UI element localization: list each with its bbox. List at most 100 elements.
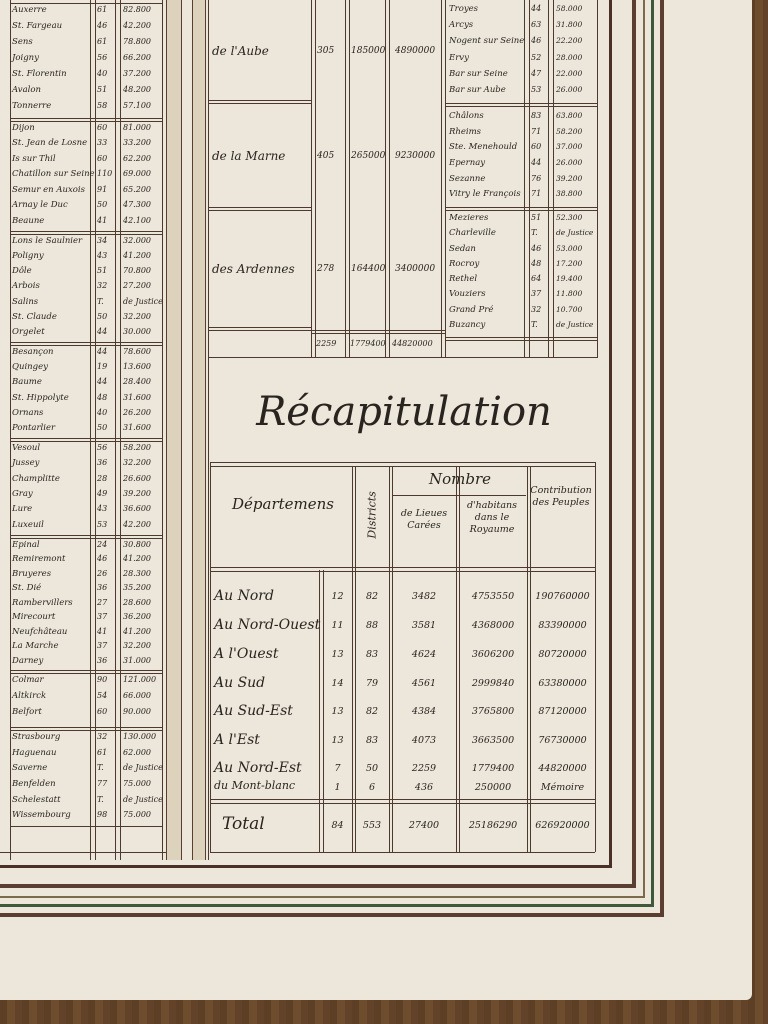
recap-habitans: 1779400 [471,763,515,774]
town-name: Avalon [12,85,41,95]
mid-bottom-rule [208,357,598,358]
border-ochre [0,0,645,898]
right-group-rule [445,106,597,107]
town-districts: 51 [97,266,108,276]
recap-lieues: 3482 [411,591,437,602]
recap-districts: 82 [365,706,379,717]
recap-total-districts: 553 [362,820,382,831]
town-districts: 43 [97,251,108,261]
town-districts: 40 [97,407,108,417]
town-population: 75.000 [123,779,151,788]
town-population: 26.000 [556,84,583,94]
group-rule [10,118,162,119]
town-population: 19.400 [556,274,583,283]
department-population: 265000 [351,150,386,161]
recap-habitans: 3663500 [471,735,515,746]
town-population: 30.000 [123,326,151,336]
town-districts: 51 [97,85,108,94]
mid-total-contribution: 44820000 [392,339,433,348]
town-population: 42.200 [123,519,151,529]
recap-habitans: 4753550 [471,591,515,602]
town-population: 62.000 [123,747,151,757]
right-group-rule [445,337,597,338]
recap-col-rule [389,466,390,852]
recap-departements: 14 [331,678,344,689]
recap-districts: 88 [365,620,379,631]
recap-departements: 7 [334,763,341,774]
town-districts: 50 [97,422,108,432]
town-districts: 53 [531,84,542,94]
group-rule [10,342,162,343]
mid-row-rule [208,330,311,331]
town-districts: 26 [97,568,108,578]
town-districts: 91 [97,184,108,194]
town-population: 66.200 [123,53,151,62]
header-departements: Départemens [232,495,334,513]
header-habitans: d'habitans dans le Royaume [466,500,518,535]
town-name: Mezieres [449,213,489,223]
recap-lieues: 436 [414,782,434,793]
town-name: Dôle [12,266,32,277]
recap-departements: 1 [334,782,341,793]
right-col-rule [529,0,530,357]
group-rule [10,673,162,674]
mid-row-rule [208,327,311,328]
right-group-rule [445,207,597,208]
recap-habitans: 3765800 [471,706,515,717]
right-col-rule [524,0,525,357]
town-districts: 19 [97,362,108,372]
recap-total-habitans: 25186290 [468,820,518,831]
recap-total-lieues: 27400 [408,820,440,831]
town-name: Sens [12,37,33,47]
town-population: 33.200 [123,138,151,148]
town-districts: 32 [97,281,108,291]
left-divider-strip-2 [192,0,206,860]
header-districts-text: Districts [365,491,379,539]
town-population: 65.200 [123,184,151,194]
town-districts: 50 [97,311,108,321]
recap-col-rule [355,466,356,852]
town-name: Baume [12,377,42,388]
town-name: Neufchâteau [12,626,68,637]
town-name: Charleville [449,228,496,239]
town-districts: 44 [97,347,108,356]
town-districts: 61 [97,747,108,757]
town-population: 82.800 [123,5,151,14]
town-population: 37.000 [556,142,583,152]
group-rule [10,538,162,539]
recap-region: Au Nord [214,588,274,604]
recap-districts: 83 [365,735,379,746]
town-name: Benfelden [12,779,56,789]
border-inner [0,0,612,868]
town-name: Grand Pré [449,304,494,315]
town-population: 38.800 [556,189,583,199]
town-population: 28.600 [123,597,151,607]
recap-departements: 12 [331,591,344,602]
recap-departements: 11 [331,620,344,631]
town-districts: 46 [97,554,108,564]
town-districts: 54 [97,691,108,700]
town-name: Belfort [12,707,42,717]
recap-habitans: 4368000 [471,620,515,631]
town-population: 78.800 [123,37,151,46]
town-population: 31.800 [556,20,583,30]
recap-contribution: 80720000 [538,649,587,660]
recap-districts: 79 [365,678,379,689]
town-name: Lons le Saulnier [12,236,83,246]
town-name: Haguenau [12,747,57,758]
town-districts: 36 [97,458,108,468]
recap-col-rule [323,570,324,852]
town-population: 10.700 [556,304,583,314]
town-name: Rheims [449,126,482,137]
recap-departements: 13 [331,649,344,660]
recap-lieues: 4073 [411,735,437,746]
recap-region: A l'Est [214,732,260,748]
recap-total-rule [210,799,595,800]
recap-col-rule [530,466,531,852]
town-districts: 56 [97,443,108,452]
town-name: Besançon [12,347,54,357]
town-districts: 56 [97,53,108,62]
town-name: Strasbourg [12,732,61,742]
left-col-rule [115,0,116,860]
town-name: St. Fargeau [12,21,63,31]
